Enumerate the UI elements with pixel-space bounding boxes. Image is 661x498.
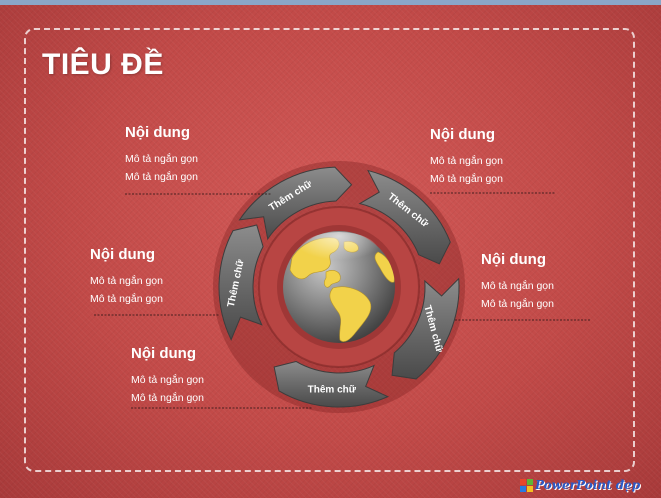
content-block-middle-left[interactable]: Nội dung Mô tả ngắn gọn Mô tả ngắn gọn <box>90 246 240 308</box>
windows-flag-icon <box>519 478 533 492</box>
block-description[interactable]: Mô tả ngắn gọn <box>125 153 198 165</box>
block-heading[interactable]: Nội dung <box>131 345 196 362</box>
block-description[interactable]: Mô tả ngắn gọn <box>430 155 503 167</box>
content-block-top-left[interactable]: Nội dung Mô tả ngắn gọn Mô tả ngắn gọn <box>125 124 295 186</box>
block-heading[interactable]: Nội dung <box>430 126 495 143</box>
window-top-edge <box>0 0 661 5</box>
block-description[interactable]: Mô tả ngắn gọn <box>90 293 163 305</box>
block-description[interactable]: Mô tả ngắn gọn <box>131 374 204 386</box>
content-block-bottom-left[interactable]: Nội dung Mô tả ngắn gọn Mô tả ngắn gọn <box>131 345 301 407</box>
globe-icon <box>277 225 401 349</box>
block-description[interactable]: Mô tả ngắn gọn <box>481 298 554 310</box>
block-heading[interactable]: Nội dung <box>481 251 546 268</box>
block-heading[interactable]: Nội dung <box>125 124 190 141</box>
block-description[interactable]: Mô tả ngắn gọn <box>430 173 503 185</box>
cycle-segment-label[interactable]: Thêm chữ <box>308 384 357 395</box>
content-block-top-right[interactable]: Nội dung Mô tả ngắn gọn Mô tả ngắn gọn <box>430 126 580 188</box>
cycle-segment-arrow[interactable] <box>358 169 451 265</box>
cycle-segment-arrow[interactable] <box>273 360 390 408</box>
powerpoint-dep-logo: PowerPoint đẹp <box>519 476 640 494</box>
cycle-segment-arrow[interactable] <box>218 224 264 341</box>
stitched-border <box>24 28 635 472</box>
block-description[interactable]: Mô tả ngắn gọn <box>481 280 554 292</box>
block-description[interactable]: Mô tả ngắn gọn <box>131 392 204 404</box>
cycle-segment-arrow[interactable] <box>391 277 460 380</box>
cycle-segment-arrow[interactable] <box>238 166 353 241</box>
block-description[interactable]: Mô tả ngắn gọn <box>90 275 163 287</box>
block-heading[interactable]: Nội dung <box>90 246 155 263</box>
content-block-middle-right[interactable]: Nội dung Mô tả ngắn gọn Mô tả ngắn gọn <box>481 251 631 313</box>
logo-text: PowerPoint đẹp <box>535 478 641 492</box>
slide-title[interactable]: TIÊU ĐỀ <box>42 48 164 81</box>
block-description[interactable]: Mô tả ngắn gọn <box>125 171 198 183</box>
